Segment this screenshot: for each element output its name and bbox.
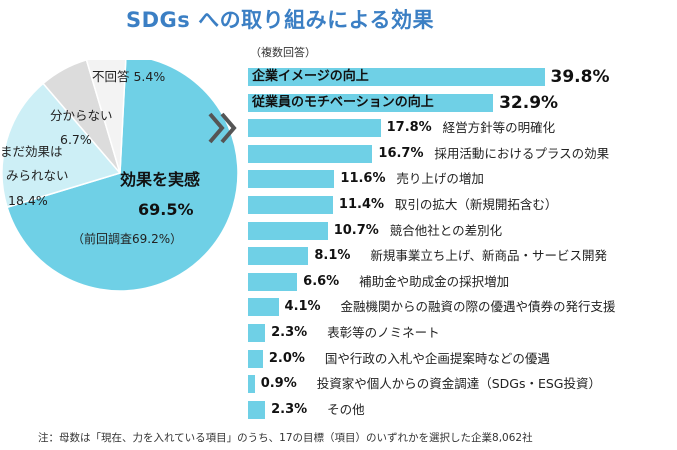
bar (248, 349, 263, 368)
bar-category-label: 補助金や助成金の採択増加 (359, 273, 510, 289)
bar-value-label: 2.3% (271, 401, 308, 417)
bar-value-label: 16.7% (378, 145, 424, 161)
bar-value-label: 11.4% (338, 197, 385, 212)
bar (248, 196, 333, 214)
bar-category-label: 売り上げの増加 (396, 171, 484, 187)
bar-category-label: 国や行政の入札や企画提案時などの優遇 (324, 350, 550, 366)
bar (248, 93, 494, 112)
bar (248, 68, 545, 86)
multiple-answer-note: （複数回答） (250, 46, 316, 59)
bar-value-label: 10.7% (333, 222, 379, 238)
bar-category-label: 新規事業立ち上げ、新商品・サービス開発 (370, 248, 607, 264)
bar-category-label: 金融機関からの融資の際の優遇や債券の発行支援 (340, 299, 616, 315)
bar-value-label: 6.6% (303, 273, 340, 289)
bar-category-label: その他 (327, 401, 365, 417)
pie-slice-no-effect (1, 82, 122, 209)
bar-value-label: 2.3% (271, 325, 308, 340)
pie-label-no-effect-line1: まだ効果は (0, 144, 63, 159)
bar-value-label: 39.8% (550, 67, 610, 87)
bar-value-label: 4.1% (284, 299, 321, 315)
footnote: 注：母数は「現在、力を入れている項目」のうち、17の目標（項目）のいずれかを選択… (38, 432, 533, 444)
chart-title: SDGs への取り組みによる効果 (126, 8, 434, 32)
bar (248, 247, 309, 266)
bar-category-label: 採用活動におけるプラスの効果 (434, 145, 610, 161)
bar (248, 375, 255, 394)
bar-category-label: 企業イメージの向上 (252, 69, 369, 84)
bar-value-label: 8.1% (314, 248, 351, 264)
bar (248, 298, 279, 317)
bar (248, 144, 373, 163)
chevron-right-icon (208, 112, 237, 144)
pie-label-effect: 効果を実感 (120, 170, 201, 189)
pie-label-previous-survey: （前回調査69.2%） (72, 232, 183, 246)
bar-value-label: 0.9% (260, 376, 297, 392)
pie-label-no-answer: 不回答 5.4% (92, 69, 166, 84)
pie-label-no-effect-pct: 18.4% (8, 193, 48, 208)
pie-slice-no-answer (85, 60, 127, 174)
bar-category-label: 経営方針等の明確化 (442, 120, 556, 136)
pie-svg (1, 60, 239, 292)
bar-category-label: 表彰等のノミネート (327, 325, 440, 340)
pie-slice-unknown (42, 60, 121, 174)
bar (248, 400, 266, 419)
bar-category-label: 投資家や個人からの資金調達（SDGs・ESG投資） (316, 376, 601, 392)
bar (248, 170, 335, 189)
bar-category-label: 取引の拡大（新規開拓含む） (394, 197, 558, 212)
pie-label-effect-pct: 69.5% (138, 200, 194, 219)
bar (248, 324, 266, 342)
pie-label-unknown: 分からない (50, 108, 113, 123)
bar-value-label: 11.6% (340, 171, 386, 187)
bar-category-label: 従業員のモチベーションの向上 (252, 94, 434, 110)
bar-value-label: 17.8% (386, 120, 432, 136)
pie-slice-effect (6, 60, 239, 292)
bar-value-label: 2.0% (268, 350, 305, 366)
pie-label-no-effect-line2: みられない (6, 168, 69, 183)
pie-label-unknown-pct: 6.7% (60, 132, 92, 147)
bar (248, 119, 381, 138)
bar-chart: 39.8% 企業イメージの向上 32.9% 従業員のモチベーションの向上 17.8% 経営… (240, 38, 677, 428)
bar-value-label: 32.9% (499, 92, 559, 113)
bar (248, 272, 298, 291)
bar (248, 221, 328, 240)
pie-chart: 不回答 5.4% 分からない 6.7% まだ効果は みられない 18.4% 効果… (0, 60, 240, 405)
bar-category-label: 競合他社との差別化 (389, 222, 503, 238)
